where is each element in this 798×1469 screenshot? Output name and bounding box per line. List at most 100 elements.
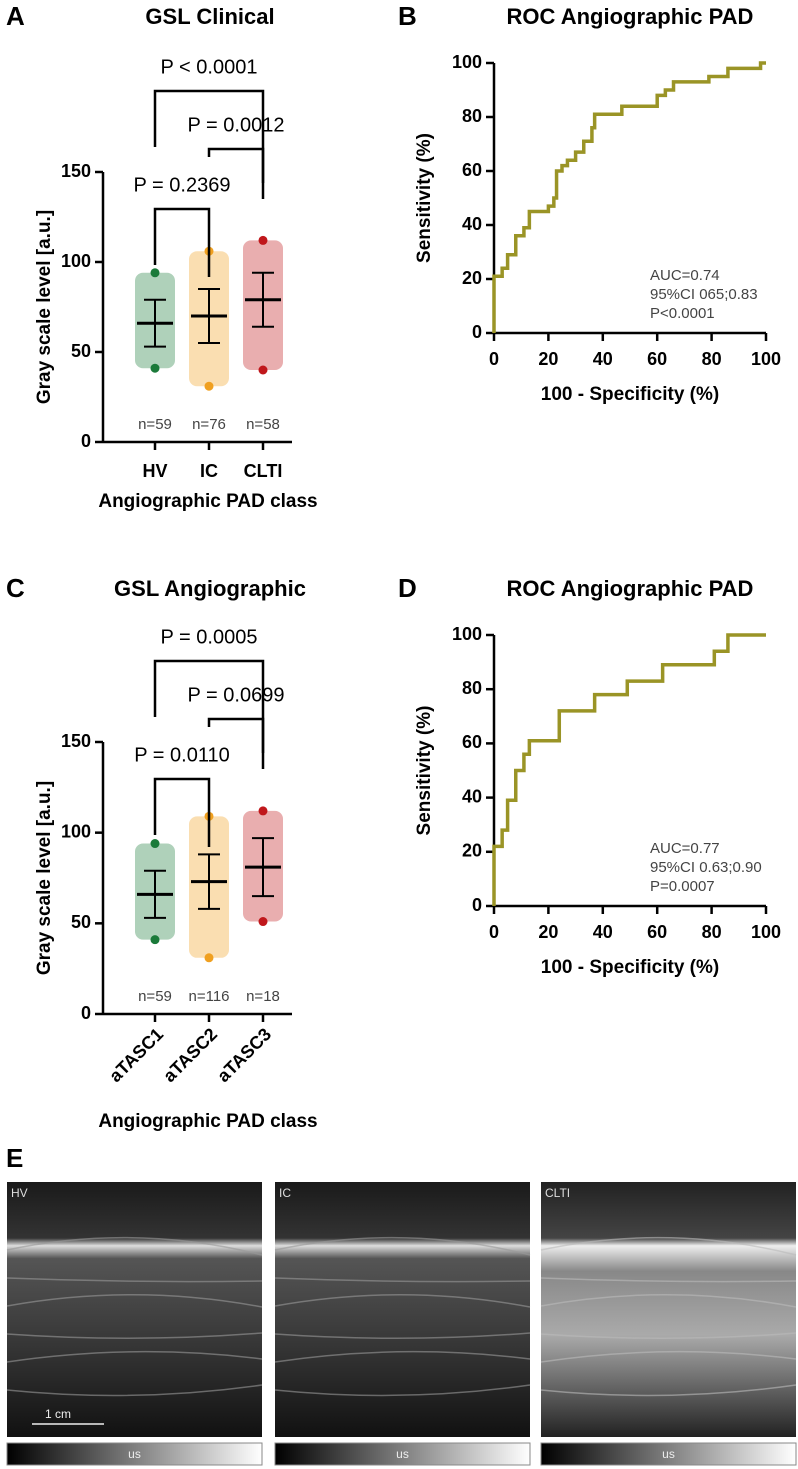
x-tick-label: 0 [489, 922, 499, 942]
x-tick-label: aTASC3 [213, 1024, 275, 1086]
x-tick-label: 100 [751, 922, 781, 942]
x-tick-label: 20 [538, 349, 558, 369]
tissue-fiber [540, 1350, 797, 1363]
panel-letter: A [6, 1, 25, 31]
n-label: n=58 [246, 416, 280, 433]
tissue-fiber [274, 1236, 531, 1256]
y-tick-label: 100 [452, 624, 482, 644]
y-tick-label: 0 [472, 895, 482, 915]
min-point [258, 365, 268, 375]
tissue-fiber [540, 1384, 797, 1397]
y-tick-label: 20 [462, 268, 482, 288]
tissue-fiber [6, 1332, 263, 1339]
tissue-fiber [274, 1384, 531, 1397]
x-tick-label: IC [200, 461, 218, 481]
y-tick-label: 0 [81, 1003, 91, 1023]
colorbar [274, 1442, 531, 1466]
image-label: IC [279, 1186, 291, 1200]
n-label: n=59 [138, 988, 172, 1005]
tissue-fiber [274, 1332, 531, 1339]
x-tick-label: HV [142, 461, 167, 481]
panel-letter: E [6, 1143, 23, 1173]
p-value-label: P = 0.0110 [134, 744, 229, 766]
max-point [150, 839, 160, 849]
y-axis-label: Sensitivity (%) [414, 133, 435, 263]
significance-bracket [153, 777, 211, 847]
chart-title: ROC Angiographic PAD [507, 576, 754, 601]
significance-bracket [153, 659, 265, 753]
colorbar-label: us [662, 1447, 675, 1461]
min-point [258, 917, 268, 927]
min-point [150, 363, 160, 373]
ultrasound-image [7, 1182, 262, 1437]
tissue-fiber [274, 1350, 531, 1363]
annotation: AUC=0.77 [650, 840, 720, 857]
y-tick-label: 80 [462, 678, 482, 698]
x-tick-label: 20 [538, 922, 558, 942]
annotation: P<0.0001 [650, 305, 715, 322]
y-tick-label: 40 [462, 214, 482, 234]
significance-bracket [153, 207, 211, 277]
colorbar-label: us [396, 1447, 409, 1461]
y-tick-label: 150 [61, 731, 91, 751]
y-tick-label: 0 [472, 322, 482, 342]
y-tick-label: 100 [452, 52, 482, 72]
annotation: P=0.0007 [650, 878, 715, 895]
colorbar [540, 1442, 797, 1466]
x-tick-label: 80 [702, 349, 722, 369]
annotation: AUC=0.74 [650, 267, 720, 284]
significance-bracket [153, 89, 265, 183]
x-tick-label: CLTI [244, 461, 283, 481]
colorbar-label: us [128, 1447, 141, 1461]
x-tick-label: 40 [593, 922, 613, 942]
x-axis-label: 100 - Specificity (%) [541, 957, 719, 978]
tissue-fiber [6, 1236, 263, 1256]
p-value-label: P = 0.0012 [188, 114, 285, 136]
tissue-fiber [6, 1350, 263, 1363]
y-tick-label: 60 [462, 732, 482, 752]
y-axis-label: Sensitivity (%) [414, 706, 435, 836]
p-value-label: P < 0.0001 [161, 56, 258, 78]
scale-bar-label: 1 cm [45, 1407, 71, 1421]
y-tick-label: 50 [71, 341, 91, 361]
y-tick-label: 100 [61, 821, 91, 841]
p-value-label: P = 0.0005 [161, 626, 258, 648]
y-axis-label: Gray scale level [a.u.] [34, 210, 55, 404]
y-axis-label: Gray scale level [a.u.] [34, 781, 55, 975]
panel-letter: C [6, 573, 25, 603]
p-value-label: P = 0.2369 [134, 174, 231, 196]
tissue-fiber [540, 1332, 797, 1339]
p-value-label: P = 0.0699 [188, 684, 285, 706]
n-label: n=116 [188, 988, 229, 1005]
x-tick-label: 0 [489, 349, 499, 369]
tissue-fiber [540, 1236, 797, 1256]
x-tick-label: 40 [593, 349, 613, 369]
max-point [258, 235, 268, 245]
y-tick-label: 60 [462, 160, 482, 180]
y-tick-label: 40 [462, 786, 482, 806]
min-point [204, 381, 214, 391]
panel-letter: B [398, 1, 417, 31]
chart-title: ROC Angiographic PAD [507, 4, 754, 29]
annotation: 95%CI 065;0.83 [650, 286, 758, 303]
tissue-fiber [540, 1294, 797, 1308]
n-label: n=76 [192, 416, 226, 433]
y-tick-label: 20 [462, 841, 482, 861]
x-axis-label: Angiographic PAD class [98, 491, 317, 512]
max-point [258, 806, 268, 816]
ultrasound-image [541, 1182, 796, 1437]
chart-title: GSL Clinical [145, 4, 274, 29]
n-label: n=59 [138, 416, 172, 433]
min-point [204, 953, 214, 963]
tissue-fiber [274, 1294, 531, 1308]
tissue-fiber [274, 1277, 531, 1283]
tissue-fiber [540, 1277, 797, 1283]
annotation: 95%CI 0.63;0.90 [650, 859, 762, 876]
y-tick-label: 100 [61, 251, 91, 271]
max-point [150, 268, 160, 278]
y-tick-label: 50 [71, 912, 91, 932]
x-tick-label: 80 [702, 922, 722, 942]
x-tick-label: 60 [647, 922, 667, 942]
